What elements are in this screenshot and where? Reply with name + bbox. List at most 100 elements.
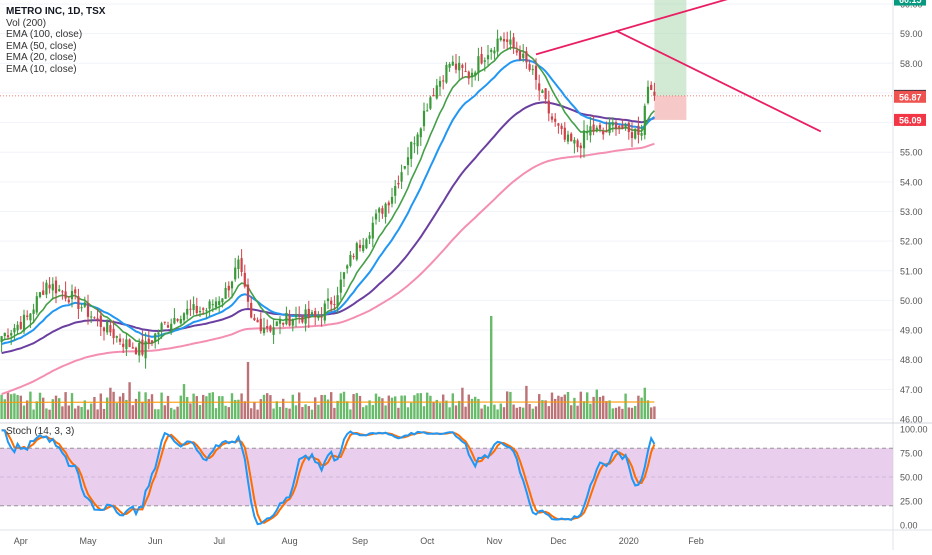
candle-body <box>545 88 547 99</box>
candle-body <box>183 313 185 320</box>
candle-body <box>33 310 35 314</box>
volume-bar <box>23 406 25 419</box>
volume-bar <box>26 400 28 419</box>
volume-bar <box>365 405 367 419</box>
volume-bar <box>349 409 351 419</box>
volume-bar <box>87 410 89 419</box>
indicator-ema-100[interactable]: EMA (100, close) <box>6 29 105 41</box>
candle-body <box>90 316 92 317</box>
candle-body <box>317 315 319 318</box>
candle-body <box>148 339 150 344</box>
candle-body <box>292 319 294 326</box>
candle-body <box>68 300 70 303</box>
candle-body <box>369 235 371 238</box>
candle-body <box>509 39 511 44</box>
volume-bar <box>215 408 217 419</box>
volume-bar <box>480 409 482 419</box>
candle-body <box>490 50 492 52</box>
candle-body <box>346 265 348 268</box>
volume-bar <box>516 408 518 419</box>
volume-bar <box>32 410 34 419</box>
volume-bar <box>538 394 540 419</box>
candle-body <box>221 298 223 302</box>
volume-bar <box>266 393 268 419</box>
symbol-title[interactable]: METRO INC, 1D, TSX <box>6 6 105 18</box>
volume-bar <box>119 397 121 419</box>
candle-body <box>631 132 633 138</box>
candle-body <box>61 291 63 292</box>
candle-body <box>506 39 508 42</box>
volume-bar <box>612 408 614 419</box>
volume-bar <box>61 406 63 419</box>
time-tick-label: Dec <box>550 536 567 546</box>
candle-body <box>641 133 643 136</box>
candle-body <box>237 260 239 270</box>
volume-bar <box>500 404 502 419</box>
time-tick-label: May <box>79 536 97 546</box>
price-badge-label: 56.09 <box>899 115 922 125</box>
volume-bar <box>445 401 447 419</box>
candle-body <box>442 80 444 81</box>
volume-bar <box>164 405 166 419</box>
candle-body <box>151 340 153 343</box>
volume-bar <box>132 405 134 419</box>
indicator-volume[interactable]: Vol (200) <box>6 18 105 30</box>
time-tick-label: Feb <box>688 536 704 546</box>
volume-bar <box>170 408 172 419</box>
candle-body <box>132 347 134 348</box>
volume-bar <box>544 400 546 419</box>
volume-bar <box>74 408 76 419</box>
volume-bar <box>336 401 338 419</box>
candle-body <box>372 223 374 239</box>
volume-bar <box>68 405 70 419</box>
volume-bar <box>580 392 582 419</box>
volume-bar <box>397 408 399 419</box>
volume-bar <box>317 405 319 419</box>
candle-body <box>337 295 339 306</box>
volume-bar <box>340 393 342 419</box>
volume-bar <box>653 406 655 419</box>
volume-bar <box>180 396 182 419</box>
candle-body <box>93 317 95 318</box>
candle-body <box>349 255 351 266</box>
volume-bar <box>458 401 460 419</box>
volume-bar <box>221 396 223 419</box>
stoch-legend[interactable]: Stoch (14, 3, 3) <box>6 426 74 437</box>
volume-bar <box>330 392 332 419</box>
volume-bar <box>448 407 450 419</box>
candle-body <box>525 51 527 62</box>
candle-body <box>45 283 47 295</box>
indicator-ema-50[interactable]: EMA (50, close) <box>6 41 105 53</box>
indicator-ema-10[interactable]: EMA (10, close) <box>6 64 105 76</box>
candle-body <box>359 245 361 248</box>
volume-bar <box>423 406 425 419</box>
candle-body <box>228 286 230 291</box>
volume-bar <box>301 407 303 419</box>
volume-bar <box>196 396 198 419</box>
volume-bar <box>112 392 114 419</box>
volume-bar <box>621 409 623 419</box>
candle-body <box>625 124 627 128</box>
candle-body <box>100 315 102 327</box>
candle-body <box>97 318 99 319</box>
candle-body <box>391 197 393 204</box>
volume-bar <box>106 398 108 419</box>
volume-bar <box>455 405 457 419</box>
volume-bar <box>484 405 486 419</box>
volume-bar <box>464 407 466 419</box>
candle-body <box>308 309 310 318</box>
volume-bar <box>452 393 454 419</box>
indicator-ema-20[interactable]: EMA (20, close) <box>6 52 105 64</box>
volume-bar <box>10 394 12 419</box>
volume-bar <box>512 405 514 419</box>
candle-body <box>557 123 559 125</box>
volume-bar <box>522 408 524 419</box>
volume-bar <box>343 392 345 419</box>
candle-body <box>113 329 115 338</box>
volume-bar <box>100 394 102 419</box>
price-tick-label: 48.00 <box>900 355 923 365</box>
candle-body <box>7 335 9 337</box>
price-tick-label: 51.00 <box>900 266 923 276</box>
